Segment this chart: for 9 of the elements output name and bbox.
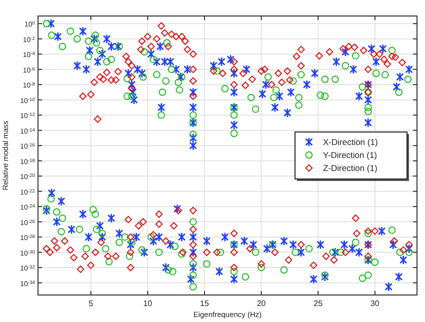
x-tick-label: 5: [88, 299, 94, 308]
legend-label: X-Direction (1): [323, 137, 378, 147]
x-tick-label: 25: [314, 299, 324, 308]
legend-label: Y-Direction (1): [323, 150, 378, 160]
x-tick-label: 30: [370, 299, 380, 308]
x-tick-label: 10: [143, 299, 153, 308]
legend-label: Z-Direction (1): [323, 163, 378, 173]
x-tick-label: 15: [200, 299, 210, 308]
x-tick-label: 20: [256, 299, 266, 308]
